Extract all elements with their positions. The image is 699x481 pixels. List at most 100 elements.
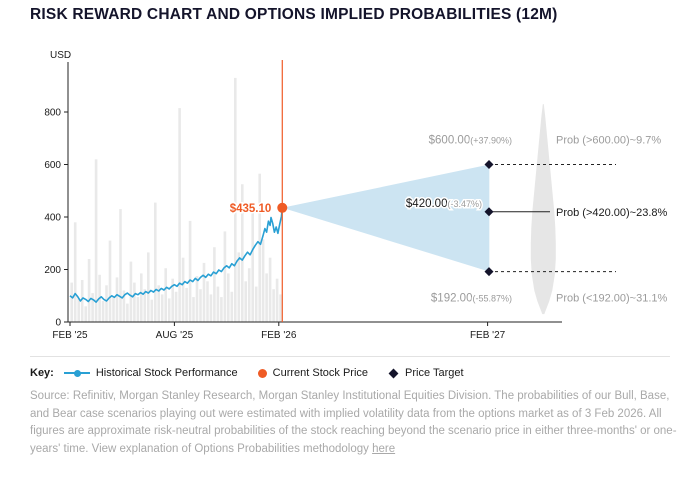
volume-bar xyxy=(147,252,150,322)
volume-bar xyxy=(247,268,251,322)
volume-bar xyxy=(87,259,91,322)
x-tick-label: AUG '25 xyxy=(156,330,194,341)
source-text: Source: Refinitiv, Morgan Stanley Resear… xyxy=(30,390,677,455)
volume-bar xyxy=(167,298,171,322)
volume-bar xyxy=(160,294,164,322)
volume-bar xyxy=(164,268,167,322)
bear-probability-label: Prob (<192.00)~31.1% xyxy=(556,293,668,305)
historical-marker-icon xyxy=(73,369,81,377)
y-axis-unit-label: USD xyxy=(50,50,71,61)
current-price-dot-icon xyxy=(257,368,267,378)
volume-bar xyxy=(254,286,258,322)
volume-bar xyxy=(108,240,112,322)
volume-bar xyxy=(94,159,98,323)
volume-bar xyxy=(272,289,275,322)
volume-bar xyxy=(174,291,178,322)
x-tick-label: FEB '27 xyxy=(470,330,506,341)
volume-bar xyxy=(220,297,223,322)
volume-bar xyxy=(216,286,220,322)
volume-bar xyxy=(279,294,282,322)
volume-bar xyxy=(122,290,126,322)
price-target-diamond-icon xyxy=(388,368,399,378)
bear-price-target-label: $192.00(-55.87%) xyxy=(431,293,512,305)
y-tick-label: 800 xyxy=(44,108,61,119)
methodology-link[interactable]: here xyxy=(372,442,396,455)
volume-bar xyxy=(80,280,84,322)
volume-bar xyxy=(237,252,241,322)
volume-bar xyxy=(178,108,181,322)
page-title: RISK REWARD CHART AND OPTIONS IMPLIED PR… xyxy=(30,6,558,23)
legend-label-historical: Historical Stock Performance xyxy=(95,367,238,379)
volume-bar xyxy=(268,257,272,322)
volume-bar xyxy=(181,257,185,322)
y-tick-label: 200 xyxy=(44,265,61,276)
volume-bar xyxy=(91,293,94,322)
volume-bar xyxy=(133,282,136,322)
current-price-dot xyxy=(277,202,288,213)
probability-cone xyxy=(282,164,490,272)
volume-bar xyxy=(126,303,129,322)
volume-bar xyxy=(206,281,209,322)
y-tick-label: 600 xyxy=(44,160,61,171)
volume-bar xyxy=(157,285,160,323)
volume-bar xyxy=(105,285,108,323)
volume-bar xyxy=(154,202,157,322)
volume-bar xyxy=(119,209,122,322)
volume-bar xyxy=(70,282,73,322)
volume-bar xyxy=(192,297,195,322)
volume-bar xyxy=(171,278,174,322)
volume-bar xyxy=(136,297,140,322)
implied-distribution xyxy=(530,104,556,315)
volume-bar xyxy=(195,276,199,322)
bull-price-target-label: $600.00(+37.90%) xyxy=(429,135,512,147)
bear-price-target-diamond xyxy=(484,267,494,277)
volume-bar xyxy=(258,173,261,322)
volume-bar xyxy=(150,299,154,322)
historical-price-line xyxy=(69,207,284,303)
volume-bar xyxy=(227,273,230,322)
volume-bar xyxy=(84,306,87,323)
legend-item-price-target: Price Target xyxy=(388,367,464,379)
y-tick-label: 0 xyxy=(55,318,61,329)
volume-bar xyxy=(230,291,234,322)
legend-key-label: Key: xyxy=(30,367,54,379)
base-probability-label: Prob (>420.00)~23.8% xyxy=(556,207,668,219)
volume-bar xyxy=(209,294,213,322)
volume-bar xyxy=(261,239,265,322)
source-note: Source: Refinitiv, Morgan Stanley Resear… xyxy=(30,388,680,458)
x-tick-label: FEB '26 xyxy=(261,330,297,341)
base-price-target-diamond xyxy=(484,207,494,217)
chart-legend: Key: Historical Stock Performance Curren… xyxy=(30,363,484,383)
volume-bar xyxy=(185,287,188,322)
risk-reward-chart: USD 0 200 400 600 800 FEB '25 AUG '25 FEB '26 FEB… xyxy=(44,50,668,341)
volume-bar xyxy=(244,281,247,322)
legend-label-price-target: Price Target xyxy=(405,367,464,379)
volume-bar xyxy=(202,262,206,322)
volume-bar xyxy=(213,247,216,322)
x-tick-label: FEB '25 xyxy=(52,330,88,341)
volume-bar xyxy=(251,211,254,323)
legend-item-current-price: Current Stock Price xyxy=(257,367,369,379)
legend-label-current-price: Current Stock Price xyxy=(272,367,369,379)
volume-bar xyxy=(234,77,237,323)
bull-price-target-diamond xyxy=(484,160,494,169)
legend-item-historical: Historical Stock Performance xyxy=(63,367,238,379)
volume-bar xyxy=(73,222,77,323)
volume-bar xyxy=(115,277,119,322)
volume-bar xyxy=(275,278,279,322)
volume-bar xyxy=(140,273,143,322)
volume-bar xyxy=(143,289,147,322)
volume-bar xyxy=(77,298,80,322)
volume-bar xyxy=(188,220,192,322)
y-tick-label: 400 xyxy=(44,213,61,224)
volume-bar xyxy=(112,297,115,322)
divider-line xyxy=(30,356,670,357)
volume-bar xyxy=(199,289,202,322)
volume-bar xyxy=(265,273,268,322)
volume-bar xyxy=(129,261,133,322)
volume-bar xyxy=(223,231,227,322)
volume-bar xyxy=(101,301,105,322)
bull-probability-label: Prob (>600.00)~9.7% xyxy=(556,135,661,147)
historical-line-icon xyxy=(63,369,90,377)
